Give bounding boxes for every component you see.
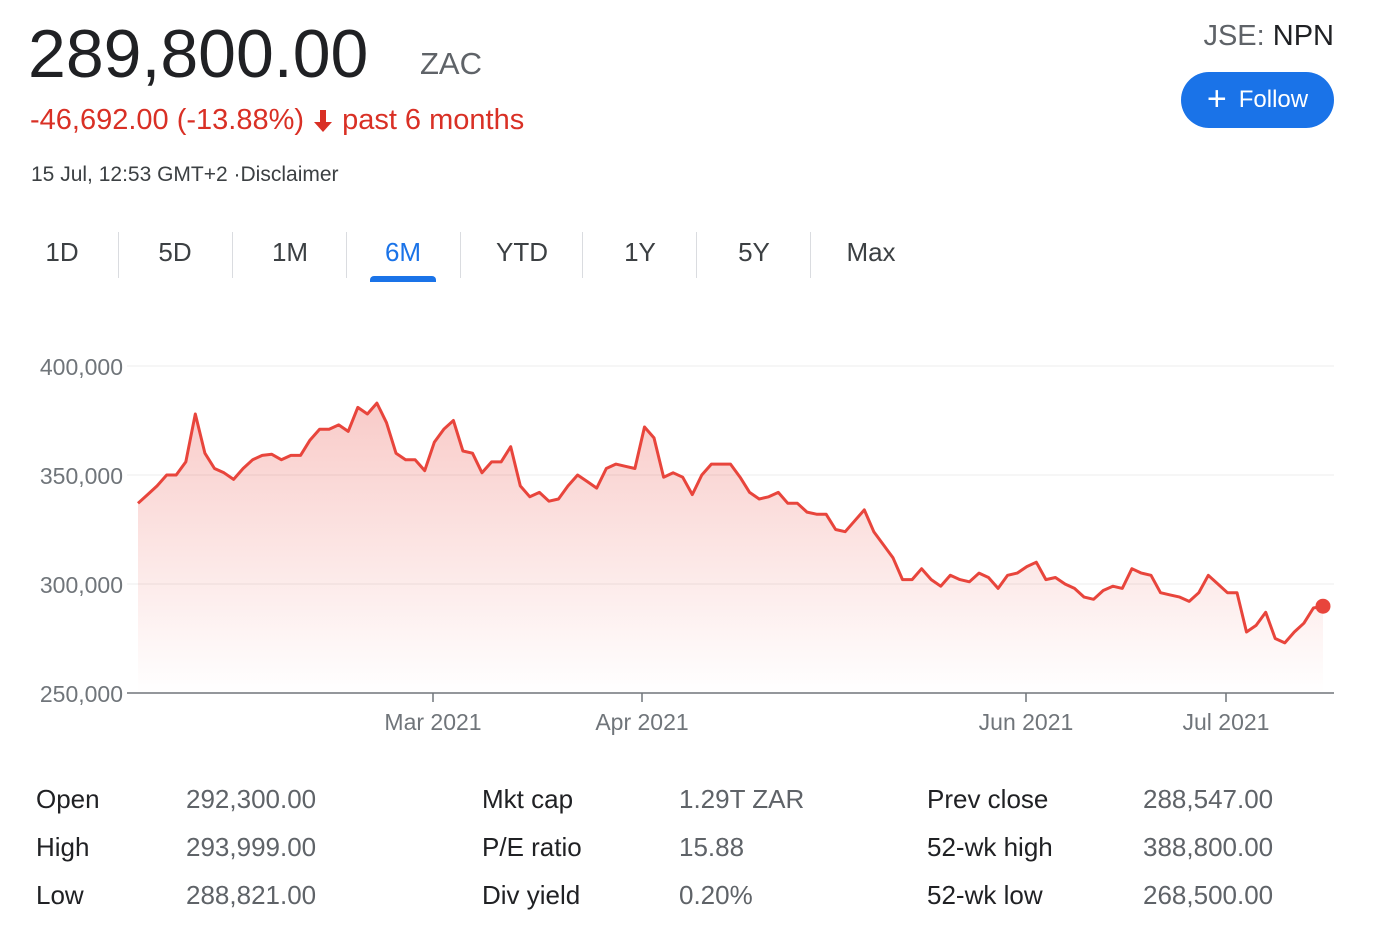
price-chart: 400,000 350,000 300,000 250,000 Mar 2021 Apr … bbox=[40, 354, 1334, 735]
stat-label: P/E ratio bbox=[482, 832, 582, 862]
stat-value: 288,547.00 bbox=[1143, 784, 1274, 814]
follow-label: Follow bbox=[1238, 86, 1309, 113]
stat-label: Open bbox=[36, 784, 100, 814]
stat-value: 388,800.00 bbox=[1143, 832, 1274, 862]
price-change: -46,692.00 (-13.88%) past 6 months bbox=[30, 104, 524, 137]
y-tick-label: 250,000 bbox=[40, 681, 123, 707]
stat-value: 15.88 bbox=[679, 832, 745, 862]
stat-label: Prev close bbox=[927, 784, 1049, 814]
arrow-down-icon bbox=[314, 109, 333, 132]
stat-value: 268,500.00 bbox=[1143, 880, 1274, 910]
timestamp: 15 Jul, 12:53 GMT+2 ·Disclaimer bbox=[31, 163, 339, 186]
tab-separator bbox=[696, 232, 697, 278]
change-period: past 6 months bbox=[342, 104, 525, 136]
stat-value: 1.29T ZAR bbox=[679, 784, 805, 814]
tab-separator bbox=[232, 232, 233, 278]
tab-separator bbox=[810, 232, 811, 278]
stat-label: High bbox=[36, 832, 90, 862]
tab-1d[interactable]: 1D bbox=[45, 237, 79, 267]
tab-1m[interactable]: 1M bbox=[271, 237, 309, 267]
tab-ytd[interactable]: YTD bbox=[496, 237, 548, 267]
ticker-symbol: JSE: NPN bbox=[1203, 20, 1334, 53]
stat-label: 52-wk low bbox=[927, 880, 1043, 910]
price-area bbox=[138, 403, 1323, 693]
tab-separator bbox=[118, 232, 119, 278]
stat-label: Mkt cap bbox=[482, 784, 574, 814]
x-tick-label: Mar 2021 bbox=[384, 709, 481, 735]
price-line bbox=[136, 401, 1324, 645]
stat-label: 52-wk high bbox=[927, 832, 1053, 862]
x-tick-label: Jul 2021 bbox=[1183, 709, 1270, 735]
y-tick-label: 400,000 bbox=[40, 354, 123, 380]
currency-label: ZAC bbox=[420, 46, 482, 81]
x-tick-label: Jun 2021 bbox=[979, 709, 1074, 735]
tab-separator bbox=[460, 232, 461, 278]
tab-5y[interactable]: 5Y bbox=[738, 237, 770, 267]
change-value: -46,692.00 (-13.88%) bbox=[30, 104, 305, 136]
stat-value: 293,999.00 bbox=[186, 832, 317, 862]
stat-value: 0.20% bbox=[679, 880, 753, 910]
tab-6m[interactable]: 6M bbox=[363, 226, 443, 284]
tab-5d[interactable]: 5D bbox=[158, 237, 192, 267]
stat-label: Low bbox=[36, 880, 84, 910]
symbol-label: NPN bbox=[1272, 20, 1334, 52]
tab-separator bbox=[346, 232, 347, 278]
follow-button[interactable]: + Follow bbox=[1181, 72, 1334, 128]
y-tick-label: 300,000 bbox=[40, 572, 123, 598]
exchange-label: JSE: bbox=[1203, 20, 1265, 52]
tab-separator bbox=[582, 232, 583, 278]
tab-max[interactable]: Max bbox=[846, 237, 896, 267]
x-tick-label: Apr 2021 bbox=[595, 709, 688, 735]
stat-value: 288,821.00 bbox=[186, 880, 317, 910]
plus-icon: + bbox=[1206, 79, 1227, 118]
current-price-point bbox=[1315, 598, 1331, 614]
stat-value: 292,300.00 bbox=[186, 784, 317, 814]
price-value: 289,800.00 bbox=[28, 16, 369, 92]
y-tick-label: 350,000 bbox=[40, 463, 123, 489]
tab-1y[interactable]: 1Y bbox=[624, 237, 656, 267]
stat-label: Div yield bbox=[482, 880, 581, 910]
